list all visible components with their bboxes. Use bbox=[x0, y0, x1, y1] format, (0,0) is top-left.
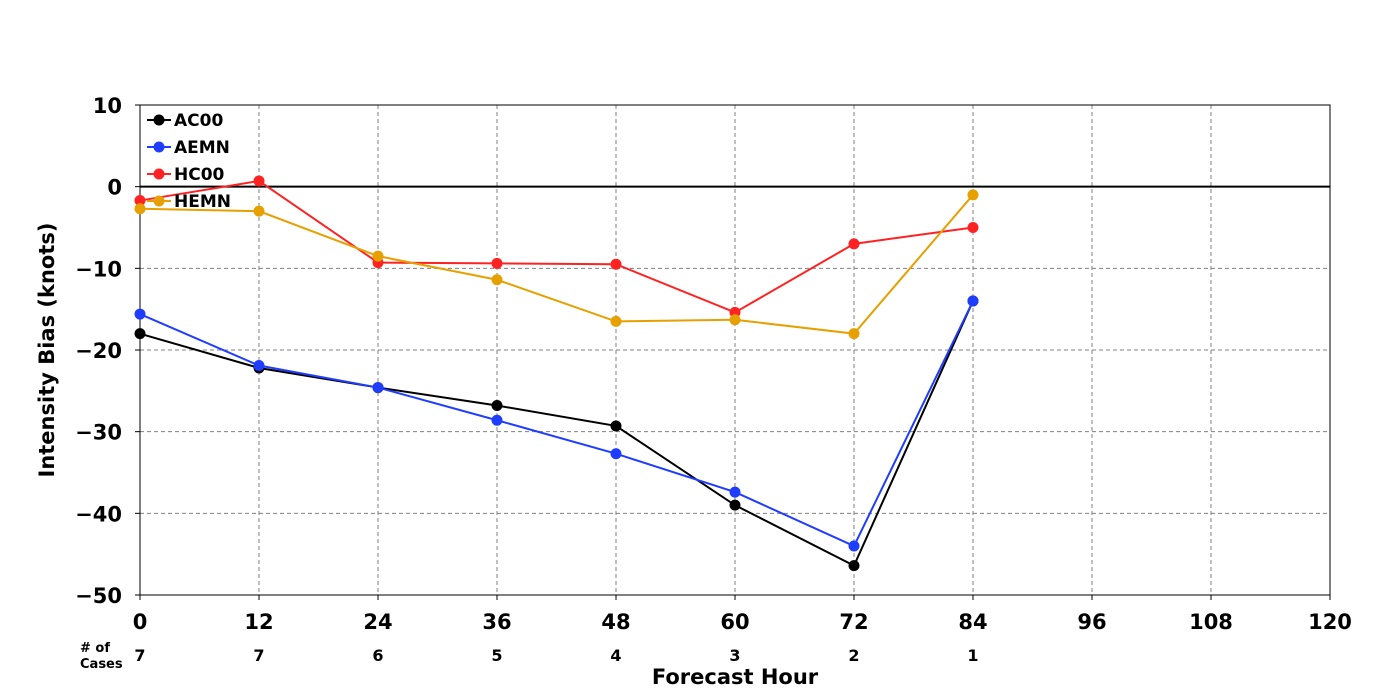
case-count-label: 5 bbox=[491, 646, 502, 665]
series-aemn bbox=[134, 295, 979, 552]
data-point-hc00 bbox=[491, 257, 503, 269]
x-tick-label: 24 bbox=[363, 610, 392, 634]
cases-row: 7 7 6 5 4 3 2 1 bbox=[134, 646, 978, 665]
x-tick-label: 84 bbox=[958, 610, 987, 634]
y-tick-label: −30 bbox=[75, 421, 122, 445]
y-tick-label: −10 bbox=[75, 257, 122, 281]
data-point-hemn bbox=[729, 314, 741, 326]
x-tick-label: 96 bbox=[1077, 610, 1106, 634]
legend-label: HEMN bbox=[174, 192, 231, 212]
data-point-aemn bbox=[491, 414, 503, 426]
y-axis-ticks: 10 0 −10 −20 −30 −40 −50 bbox=[75, 94, 140, 608]
data-point-hc00 bbox=[134, 195, 146, 207]
legend-marker bbox=[153, 168, 165, 180]
data-point-ac00 bbox=[134, 328, 146, 340]
y-tick-label: 10 bbox=[93, 94, 122, 118]
data-point-aemn bbox=[610, 448, 622, 460]
cases-title-line2: Cases bbox=[80, 657, 123, 672]
data-point-aemn bbox=[134, 308, 146, 320]
x-tick-label: 108 bbox=[1189, 610, 1233, 634]
case-count-label: 7 bbox=[134, 646, 145, 665]
x-tick-label: 36 bbox=[482, 610, 511, 634]
data-point-hemn bbox=[848, 328, 860, 340]
data-point-hemn bbox=[372, 250, 384, 262]
legend-item-hemn: HEMN bbox=[147, 192, 231, 212]
legend-item-ac00: AC00 bbox=[147, 111, 223, 131]
data-point-aemn bbox=[729, 486, 741, 498]
data-point-ac00 bbox=[729, 499, 741, 511]
legend-marker bbox=[153, 195, 165, 207]
data-point-ac00 bbox=[610, 420, 622, 432]
x-tick-label: 0 bbox=[133, 610, 148, 634]
data-point-hemn bbox=[134, 203, 146, 215]
data-point-aemn bbox=[848, 540, 860, 552]
y-tick-label: −20 bbox=[75, 339, 122, 363]
data-point-hemn bbox=[491, 274, 503, 286]
x-tick-label: 72 bbox=[839, 610, 868, 634]
y-tick-label: −40 bbox=[75, 502, 122, 526]
legend-item-hc00: HC00 bbox=[147, 165, 225, 185]
data-point-hc00 bbox=[610, 258, 622, 270]
case-count-label: 2 bbox=[848, 646, 859, 665]
data-point-hemn bbox=[253, 205, 265, 217]
y-tick-label: 0 bbox=[107, 176, 122, 200]
series-line-hemn bbox=[139, 194, 974, 335]
series-line-ac00 bbox=[139, 300, 974, 567]
data-point-aemn bbox=[967, 295, 979, 307]
case-count-label: 1 bbox=[967, 646, 978, 665]
legend: AC00 AEMN HC00 HEMN bbox=[147, 111, 231, 212]
legend-label: AC00 bbox=[174, 111, 223, 131]
series-line-aemn bbox=[139, 300, 974, 548]
data-point-hc00 bbox=[848, 238, 860, 250]
case-count-label: 7 bbox=[253, 646, 264, 665]
x-tick-label: 12 bbox=[244, 610, 273, 634]
x-tick-label: 120 bbox=[1308, 610, 1352, 634]
series-hemn bbox=[134, 189, 979, 340]
series-hc00 bbox=[134, 175, 979, 318]
x-tick-label: 60 bbox=[720, 610, 749, 634]
case-count-label: 3 bbox=[729, 646, 740, 665]
data-point-hemn bbox=[967, 189, 979, 201]
legend-marker bbox=[153, 141, 165, 153]
data-point-ac00 bbox=[848, 560, 860, 572]
data-point-hemn bbox=[610, 315, 622, 327]
legend-label: HC00 bbox=[174, 165, 225, 185]
data-point-hc00 bbox=[253, 175, 265, 187]
x-axis-ticks: 0 12 24 36 48 60 72 84 96 108 120 bbox=[133, 595, 1352, 634]
data-point-aemn bbox=[253, 360, 265, 372]
series-line-hc00 bbox=[139, 179, 974, 314]
case-count-label: 6 bbox=[372, 646, 383, 665]
data-point-hc00 bbox=[967, 222, 979, 233]
grid-lines bbox=[140, 105, 1330, 595]
y-tick-label: −50 bbox=[75, 584, 122, 608]
cases-title-line1: # of bbox=[80, 641, 110, 656]
series-layer bbox=[134, 175, 979, 572]
x-tick-label: 48 bbox=[601, 610, 630, 634]
legend-label: AEMN bbox=[174, 138, 230, 158]
legend-item-aemn: AEMN bbox=[147, 138, 230, 158]
y-axis-title: Intensity Bias (knots) bbox=[35, 223, 59, 478]
data-point-aemn bbox=[372, 382, 384, 394]
legend-marker bbox=[153, 114, 165, 126]
x-axis-title: Forecast Hour bbox=[652, 665, 819, 689]
data-point-ac00 bbox=[491, 400, 503, 412]
case-count-label: 4 bbox=[610, 646, 621, 665]
